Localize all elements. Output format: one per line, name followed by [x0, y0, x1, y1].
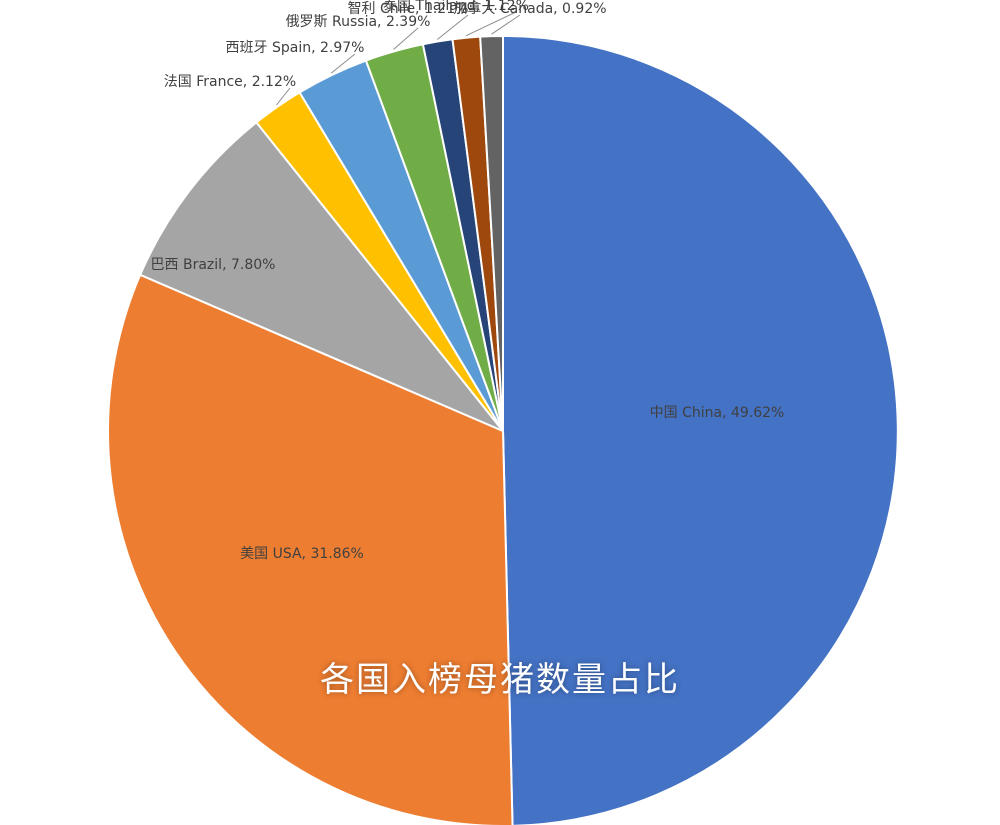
leader-line-chile — [436, 14, 469, 40]
slice-label-chile: 智利 Chile, 1.21% — [348, 1, 469, 17]
leader-line-canada — [491, 14, 521, 35]
pie-slice-china — [502, 34, 899, 825]
slice-label-russia: 俄罗斯 Russia, 2.39% — [286, 14, 431, 30]
slice-label-spain: 西班牙 Spain, 2.97% — [226, 40, 365, 56]
pie-slice-usa — [107, 273, 514, 825]
leader-line-spain — [330, 53, 356, 74]
slice-label-france: 法国 France, 2.12% — [164, 74, 296, 90]
slice-label-brazil: 巴西 Brazil, 7.80% — [151, 257, 276, 273]
slice-label-usa: 美国 USA, 31.86% — [240, 546, 364, 562]
slice-label-thailand: 泰国 Thailand, 1.12% — [383, 0, 529, 14]
chart-title: 各国入榜母猪数量占比 — [320, 660, 680, 700]
pie-slice-canada — [479, 34, 504, 432]
slice-label-china: 中国 China, 49.62% — [650, 405, 785, 421]
leader-line-russia — [393, 27, 419, 50]
slice-label-canada: 加拿大 Canada, 0.92% — [453, 0, 606, 17]
leader-line-france — [276, 87, 291, 106]
pie-slice-brazil — [138, 120, 504, 432]
leader-line-thailand — [465, 11, 517, 37]
